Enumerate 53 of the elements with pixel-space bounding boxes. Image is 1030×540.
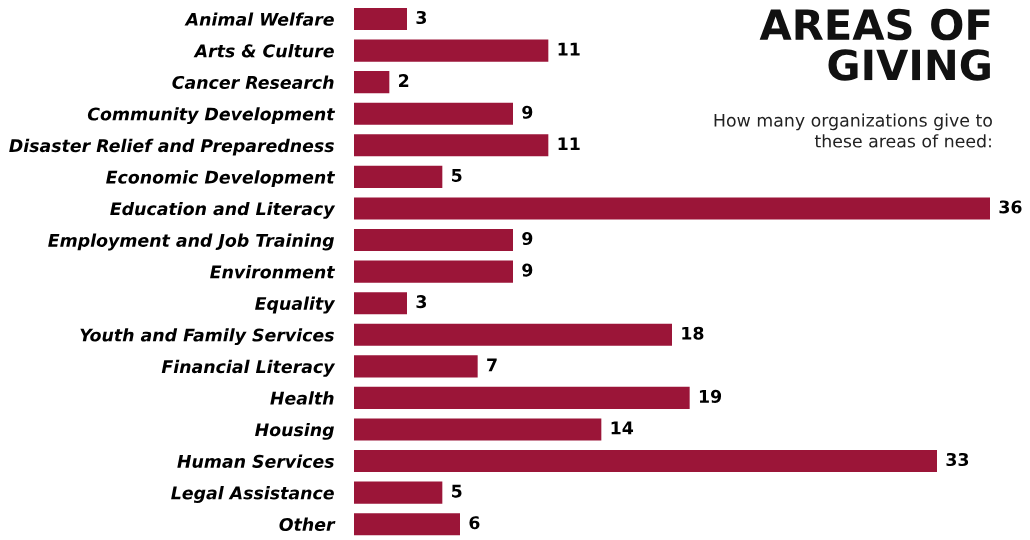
bar [354, 165, 443, 188]
y-tick-label: Arts & Culture [193, 44, 334, 58]
data-label: 5 [452, 484, 462, 498]
y-tick-label: Financial Literacy [161, 359, 336, 377]
data-label: 9 [522, 231, 533, 246]
bar [354, 481, 443, 504]
bar [354, 386, 690, 409]
data-label: 3 [416, 10, 427, 25]
y-tick-label: Community Development [87, 107, 336, 125]
bar [354, 228, 513, 252]
bar [354, 260, 513, 283]
y-tick-label: Environment [210, 265, 336, 279]
y-tick-label: Health [270, 391, 334, 405]
data-label: 6 [469, 516, 480, 530]
bar [354, 7, 407, 31]
data-label: 2 [399, 74, 409, 87]
bar [354, 292, 407, 315]
y-tick-label: Other [279, 517, 336, 532]
data-label: 11 [558, 42, 580, 56]
data-label: 9 [522, 105, 533, 119]
data-label: 11 [558, 137, 580, 151]
bar [354, 355, 478, 378]
text: How many organizations give to these areas of need: [714, 113, 992, 148]
bar [354, 450, 937, 473]
bar [354, 418, 602, 441]
y-tick-label: Disaster Relief and Preparedness [9, 138, 334, 156]
y-tick-label: Youth and Family Services [80, 328, 334, 346]
bar [354, 39, 549, 62]
data-label: 18 [682, 326, 704, 340]
y-tick-label: Economic Development [106, 170, 336, 188]
y-tick-label: Equality [255, 296, 336, 314]
bar [354, 71, 390, 94]
chart-title: AREAS OF GIVING [759, 8, 990, 81]
y-tick-label: Human Services [177, 454, 334, 468]
data-label: 36 [999, 200, 1022, 214]
bar [354, 197, 990, 220]
y-tick-label: Animal Welfare [184, 12, 334, 26]
bar [354, 323, 672, 346]
data-label: 5 [452, 169, 462, 182]
data-label: 33 [946, 452, 969, 467]
y-tick-label: Legal Assistance [171, 486, 334, 503]
y-tick-label: Cancer Research [172, 75, 334, 90]
y-tick-label: Employment and Job Training [48, 233, 334, 251]
y-tick-label: Housing [255, 422, 334, 440]
y-tick-label: Education and Literacy [110, 201, 336, 219]
bar [354, 513, 460, 536]
data-label: 9 [522, 263, 533, 277]
data-label: 19 [699, 389, 722, 403]
data-label: 7 [487, 358, 497, 372]
data-label: 14 [611, 421, 634, 435]
bar [354, 134, 549, 157]
bar [354, 102, 513, 125]
data-label: 3 [416, 295, 427, 309]
